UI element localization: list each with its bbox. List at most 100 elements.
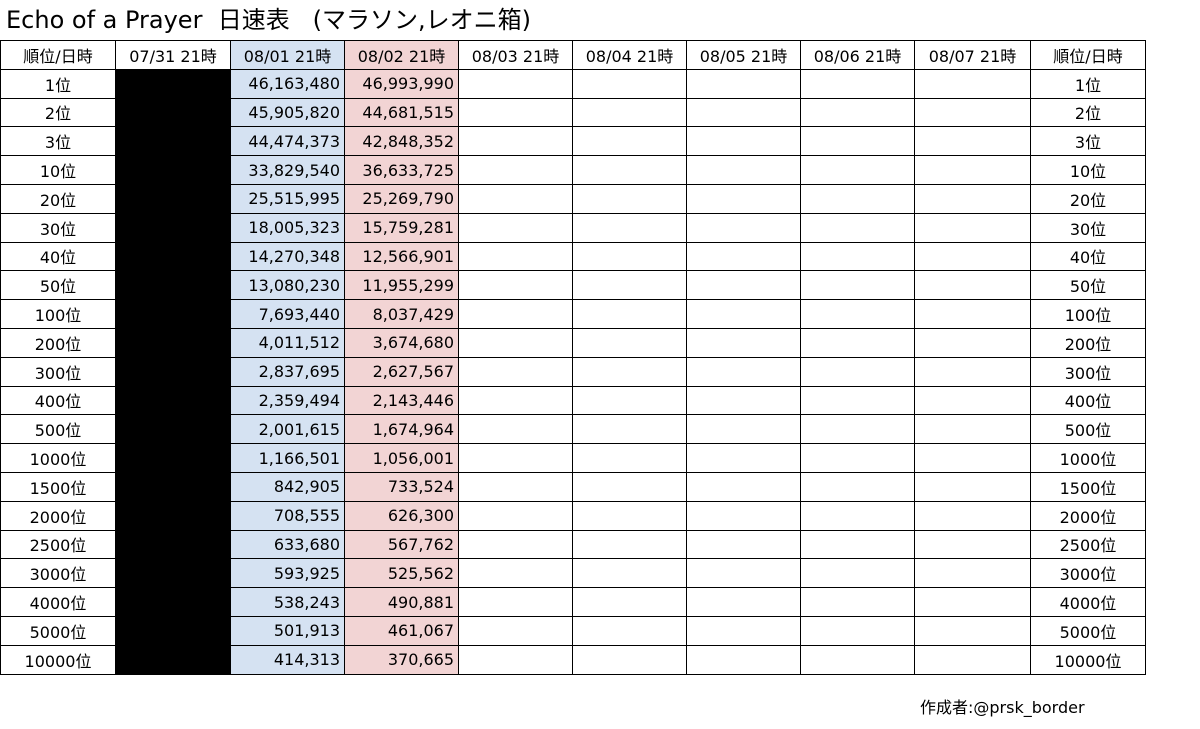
cell-0801: 708,555 xyxy=(230,500,345,531)
cell-0803 xyxy=(458,471,573,502)
table-row: 1位 46,163,480 46,993,990 1位 xyxy=(0,68,1146,99)
header-cell-0803: 08/03 21時 xyxy=(458,40,573,70)
cell-0802: 567,762 xyxy=(344,529,459,560)
rank-cell-right: 1500位 xyxy=(1030,471,1146,502)
table-row: 50位 13,080,230 11,955,299 50位 xyxy=(0,270,1146,301)
table-row: 2位 45,905,820 44,681,515 2位 xyxy=(0,97,1146,128)
page-title: Echo of a Prayer 日速表 (マラソン,レオニ箱) xyxy=(6,6,531,34)
rank-cell: 100位 xyxy=(0,299,116,329)
cell-0807 xyxy=(914,558,1031,589)
cell-0802: 2,627,567 xyxy=(344,356,459,387)
cell-0807 xyxy=(914,443,1031,473)
table-row: 2000位 708,555 626,300 2000位 xyxy=(0,500,1146,531)
cell-0801: 842,905 xyxy=(230,471,345,502)
rank-cell: 40位 xyxy=(0,241,116,272)
cell-0806 xyxy=(800,183,915,214)
cell-0804 xyxy=(572,529,687,560)
header-cell-0731: 07/31 21時 xyxy=(115,40,231,70)
cell-0804 xyxy=(572,241,687,272)
cell-0803 xyxy=(458,97,573,128)
rank-cell: 3000位 xyxy=(0,558,116,589)
cell-0806 xyxy=(800,241,915,272)
cell-0806 xyxy=(800,471,915,502)
cell-0803 xyxy=(458,356,573,387)
cell-0731-redacted xyxy=(115,615,231,646)
rank-cell-right: 200位 xyxy=(1030,327,1146,358)
rank-cell-right: 30位 xyxy=(1030,212,1146,243)
cell-0731-redacted xyxy=(115,155,231,185)
table-row: 400位 2,359,494 2,143,446 400位 xyxy=(0,385,1146,416)
rank-cell: 2000位 xyxy=(0,500,116,531)
cell-0807 xyxy=(914,155,1031,185)
rank-cell-right: 40位 xyxy=(1030,241,1146,272)
cell-0804 xyxy=(572,500,687,531)
cell-0806 xyxy=(800,529,915,560)
cell-0805 xyxy=(686,587,801,617)
rank-cell-right: 1位 xyxy=(1030,68,1146,99)
cell-0807 xyxy=(914,126,1031,157)
cell-0802: 11,955,299 xyxy=(344,270,459,301)
cell-0801: 44,474,373 xyxy=(230,126,345,157)
rank-cell: 1000位 xyxy=(0,443,116,473)
cell-0806 xyxy=(800,97,915,128)
cell-0806 xyxy=(800,414,915,445)
cell-0731-redacted xyxy=(115,385,231,416)
cell-0731-redacted xyxy=(115,327,231,358)
table-row: 100位 7,693,440 8,037,429 100位 xyxy=(0,299,1146,329)
cell-0806 xyxy=(800,500,915,531)
cell-0805 xyxy=(686,414,801,445)
cell-0804 xyxy=(572,356,687,387)
cell-0805 xyxy=(686,529,801,560)
cell-0731-redacted xyxy=(115,183,231,214)
rank-cell: 10000位 xyxy=(0,644,116,675)
cell-0806 xyxy=(800,299,915,329)
cell-0807 xyxy=(914,385,1031,416)
rank-cell-right: 50位 xyxy=(1030,270,1146,301)
cell-0805 xyxy=(686,155,801,185)
cell-0803 xyxy=(458,212,573,243)
cell-0801: 2,001,615 xyxy=(230,414,345,445)
cell-0731-redacted xyxy=(115,241,231,272)
author-credit: 作成者:@prsk_border xyxy=(920,698,1085,717)
cell-0807 xyxy=(914,183,1031,214)
rank-cell-right: 10位 xyxy=(1030,155,1146,185)
table-row: 10位 33,829,540 36,633,725 10位 xyxy=(0,155,1146,185)
cell-0804 xyxy=(572,327,687,358)
cell-0802: 461,067 xyxy=(344,615,459,646)
cell-0805 xyxy=(686,126,801,157)
cell-0806 xyxy=(800,270,915,301)
rank-cell-right: 1000位 xyxy=(1030,443,1146,473)
cell-0804 xyxy=(572,644,687,675)
rank-cell: 500位 xyxy=(0,414,116,445)
table-row: 3000位 593,925 525,562 3000位 xyxy=(0,558,1146,589)
rank-cell-right: 300位 xyxy=(1030,356,1146,387)
table-row: 40位 14,270,348 12,566,901 40位 xyxy=(0,241,1146,272)
header-cell-0806: 08/06 21時 xyxy=(800,40,915,70)
cell-0801: 46,163,480 xyxy=(230,68,345,99)
cell-0801: 2,837,695 xyxy=(230,356,345,387)
cell-0805 xyxy=(686,500,801,531)
cell-0803 xyxy=(458,385,573,416)
cell-0731-redacted xyxy=(115,443,231,473)
cell-0807 xyxy=(914,587,1031,617)
rank-cell-right: 100位 xyxy=(1030,299,1146,329)
cell-0802: 525,562 xyxy=(344,558,459,589)
cell-0802: 1,674,964 xyxy=(344,414,459,445)
cell-0806 xyxy=(800,68,915,99)
cell-0731-redacted xyxy=(115,587,231,617)
cell-0803 xyxy=(458,615,573,646)
cell-0805 xyxy=(686,183,801,214)
cell-0802: 12,566,901 xyxy=(344,241,459,272)
cell-0731-redacted xyxy=(115,471,231,502)
cell-0802: 490,881 xyxy=(344,587,459,617)
rank-cell-right: 3000位 xyxy=(1030,558,1146,589)
rank-cell: 300位 xyxy=(0,356,116,387)
cell-0731-redacted xyxy=(115,529,231,560)
rank-cell: 200位 xyxy=(0,327,116,358)
rank-cell-right: 4000位 xyxy=(1030,587,1146,617)
cell-0801: 1,166,501 xyxy=(230,443,345,473)
rank-cell-right: 400位 xyxy=(1030,385,1146,416)
cell-0806 xyxy=(800,155,915,185)
ranking-table: 順位/日時 07/31 21時 08/01 21時 08/02 21時 08/0… xyxy=(0,40,1146,675)
table-row: 3位 44,474,373 42,848,352 3位 xyxy=(0,126,1146,157)
